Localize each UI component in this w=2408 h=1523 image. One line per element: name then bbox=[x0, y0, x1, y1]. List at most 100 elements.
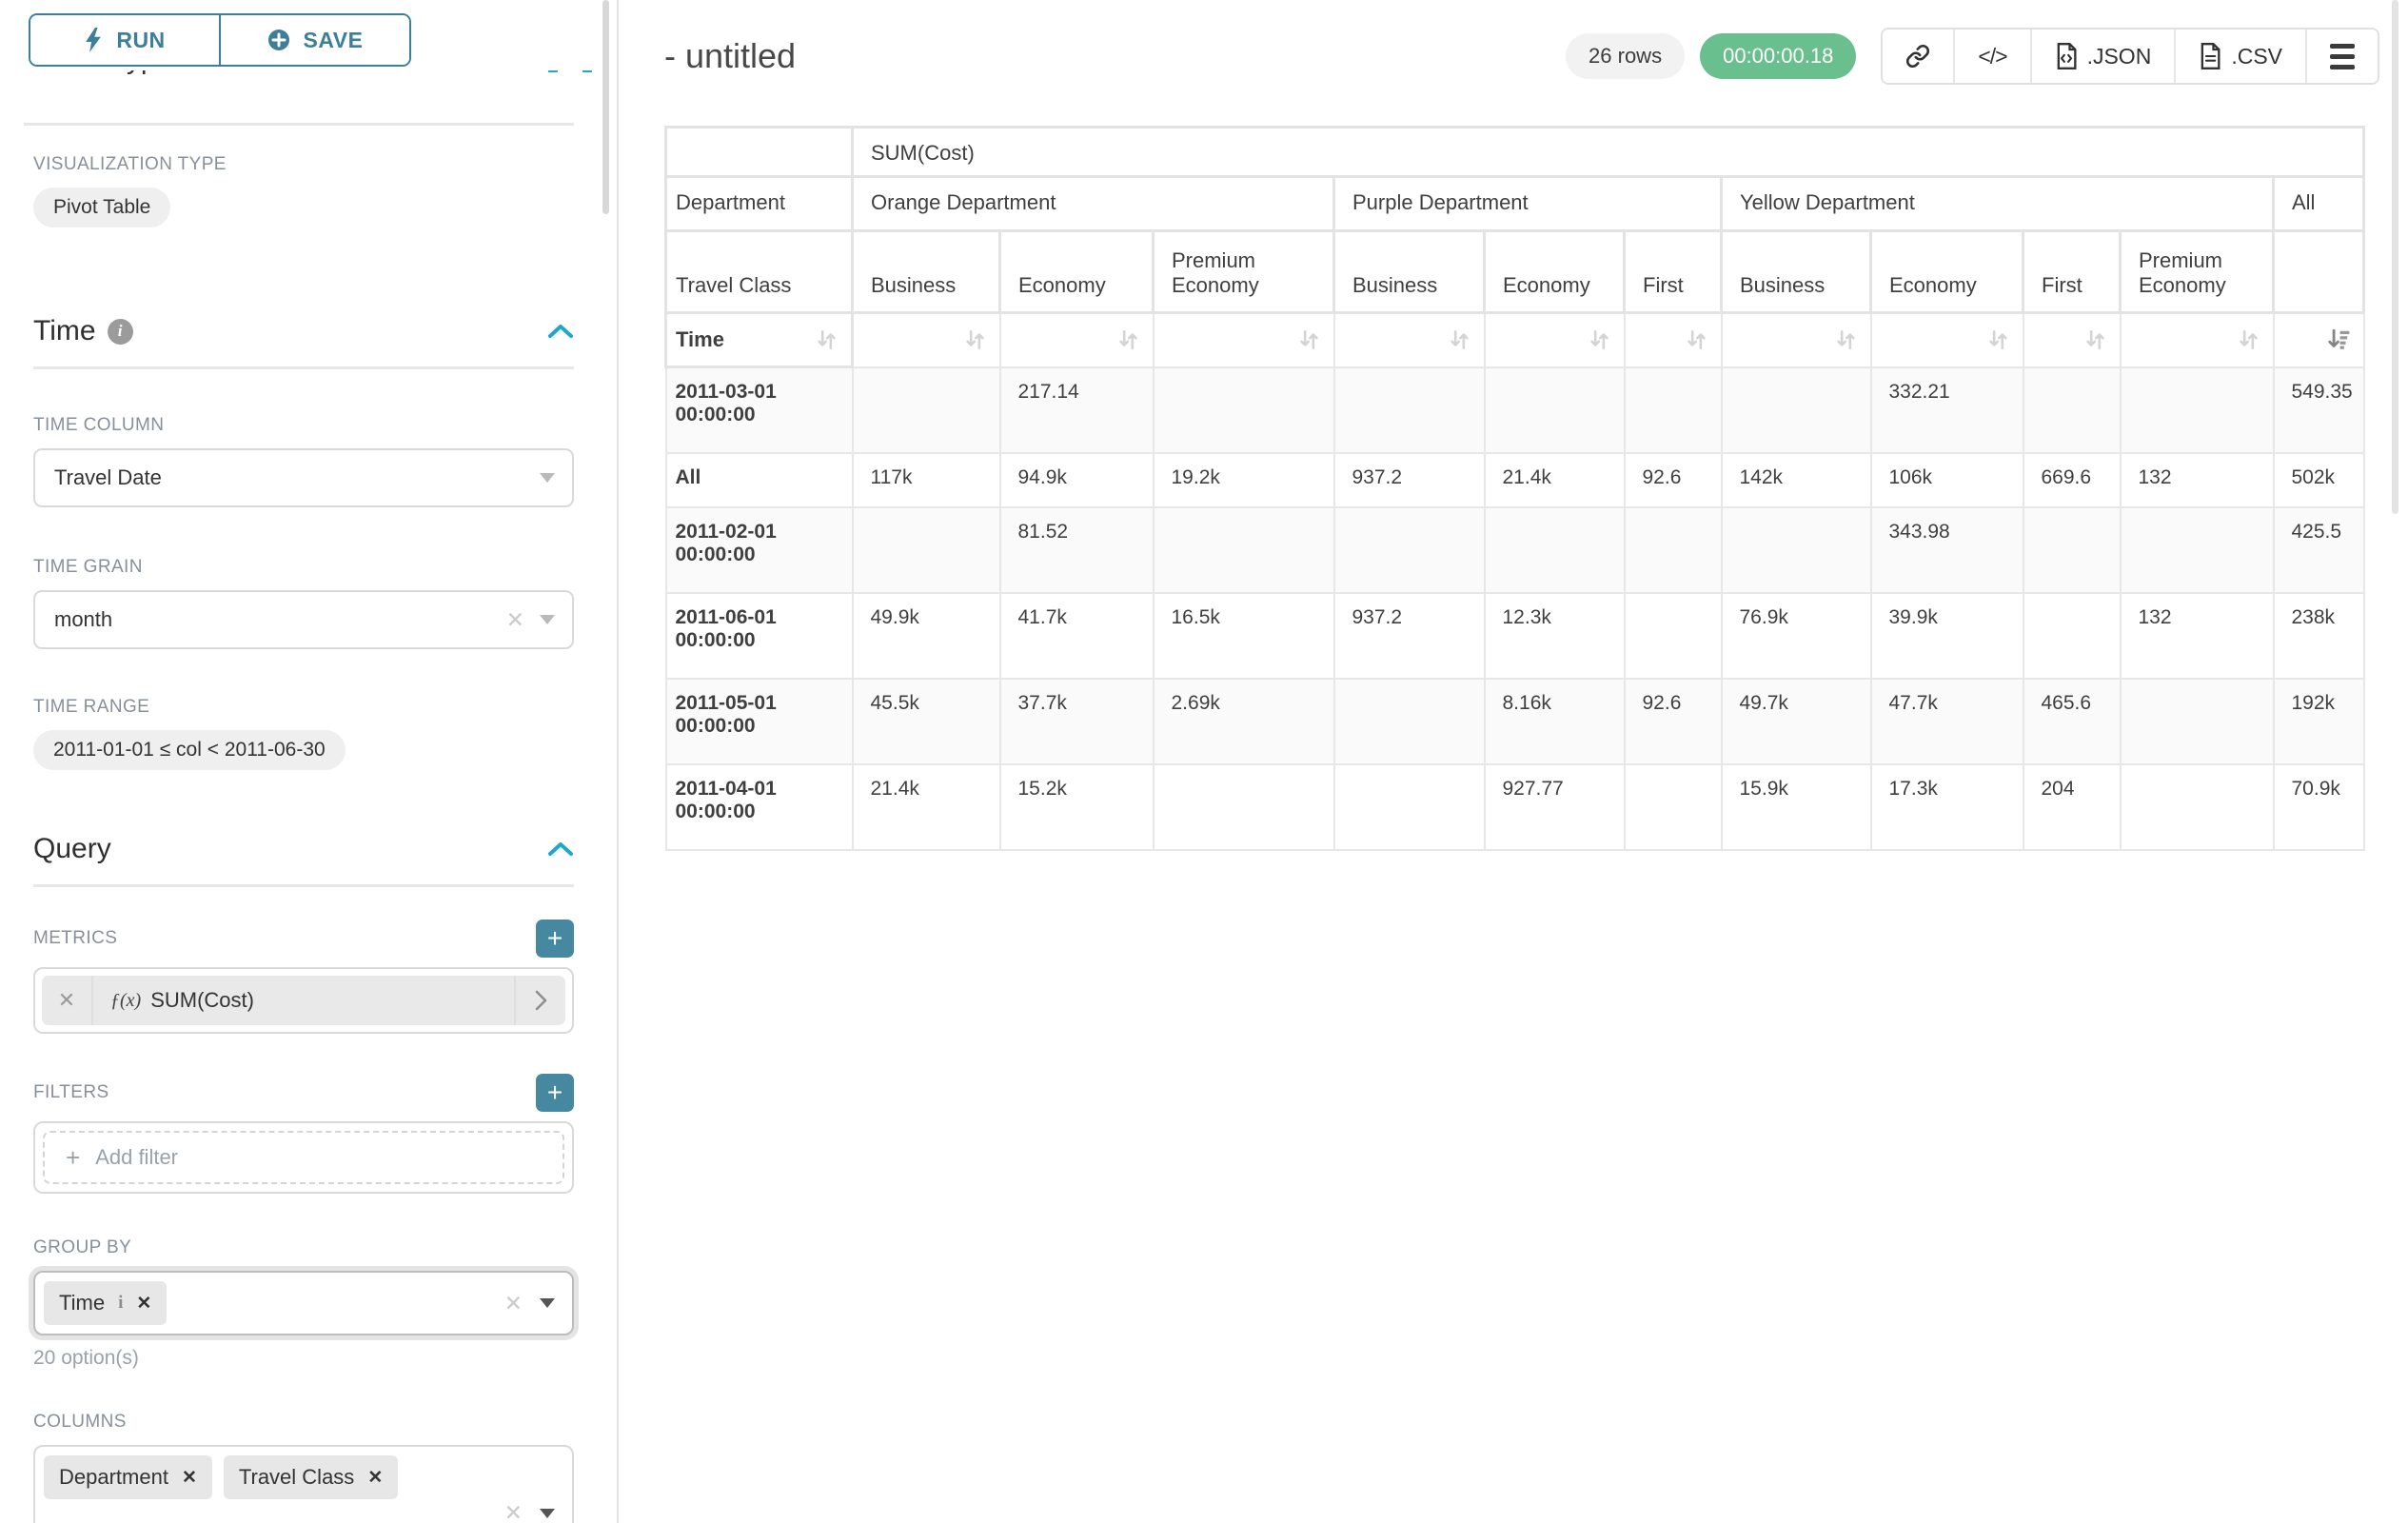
export-button-group: </> .JSON bbox=[1881, 28, 2379, 85]
group-by-select[interactable]: Time i ✕ ✕ bbox=[33, 1271, 574, 1335]
pivot-cell: 81.52 bbox=[1000, 507, 1154, 593]
pivot-cell: 21.4k bbox=[1485, 453, 1625, 507]
pivot-corner-cell bbox=[666, 128, 853, 177]
chevron-right-icon[interactable] bbox=[514, 976, 565, 1025]
group-by-options-note: 20 option(s) bbox=[33, 1347, 574, 1370]
time-section-header[interactable]: Time i bbox=[33, 315, 574, 347]
info-icon: i bbox=[108, 319, 133, 345]
pivot-cell: 192k bbox=[2274, 679, 2364, 764]
columns-label: COLUMNS bbox=[33, 1412, 574, 1433]
sort-icon[interactable] bbox=[1115, 327, 1141, 352]
pivot-cell: 937.2 bbox=[1334, 453, 1485, 507]
pivot-sort-cell bbox=[2121, 313, 2274, 367]
sort-icon[interactable] bbox=[2236, 327, 2261, 352]
action-bar: RUN SAVE bbox=[0, 0, 617, 70]
link-icon bbox=[1905, 44, 1930, 69]
sort-icon[interactable] bbox=[2082, 327, 2108, 352]
pivot-cell bbox=[2121, 679, 2274, 764]
pivot-cell: 343.98 bbox=[1871, 507, 2023, 593]
group-by-chip-time[interactable]: Time i ✕ bbox=[44, 1281, 167, 1325]
pivot-metric-header: SUM(Cost) bbox=[853, 128, 2364, 177]
pivot-group-header: Yellow Department bbox=[1722, 177, 2274, 231]
metric-chip[interactable]: ✕ ƒ(x) SUM(Cost) bbox=[42, 976, 565, 1025]
pivot-cell bbox=[1625, 593, 1722, 679]
pivot-cell: 92.6 bbox=[1625, 453, 1722, 507]
time-grain-select[interactable]: month ✕ bbox=[33, 590, 574, 649]
visualization-type-pill[interactable]: Pivot Table bbox=[33, 188, 170, 227]
columns-select[interactable]: Department ✕ Travel Class ✕ ✕ bbox=[33, 1445, 574, 1523]
add-metric-button[interactable]: + bbox=[536, 920, 574, 958]
pivot-cell: 142k bbox=[1722, 453, 1871, 507]
sort-icon[interactable] bbox=[962, 327, 988, 352]
time-grain-label: TIME GRAIN bbox=[33, 557, 574, 578]
pivot-cell bbox=[1334, 507, 1485, 593]
run-button[interactable]: RUN bbox=[30, 15, 219, 65]
clear-icon[interactable]: ✕ bbox=[504, 1502, 523, 1523]
collapse-caret-icon[interactable] bbox=[547, 324, 574, 339]
pivot-cell bbox=[1722, 367, 1871, 453]
columns-chip-department[interactable]: Department ✕ bbox=[44, 1455, 212, 1499]
group-by-label: GROUP BY bbox=[33, 1237, 574, 1258]
plus-circle-icon bbox=[267, 29, 290, 51]
menu-button[interactable] bbox=[2305, 30, 2378, 83]
pivot-row-header: 2011-06-01 00:00:00 bbox=[666, 593, 853, 679]
metrics-label: METRICS bbox=[33, 928, 117, 949]
sort-icon[interactable] bbox=[1296, 327, 1322, 352]
pivot-cell: 92.6 bbox=[1625, 679, 1722, 764]
clear-icon[interactable]: ✕ bbox=[504, 1293, 523, 1315]
query-section-header[interactable]: Query bbox=[33, 833, 574, 865]
pivot-cell: 15.9k bbox=[1722, 764, 1871, 850]
pivot-class-header: Premium Economy bbox=[1154, 231, 1334, 313]
pivot-cell bbox=[1334, 764, 1485, 850]
pivot-cell: 49.7k bbox=[1722, 679, 1871, 764]
pivot-cell: 37.7k bbox=[1000, 679, 1154, 764]
export-json-button[interactable]: .JSON bbox=[2030, 30, 2175, 83]
pivot-cell: 8.16k bbox=[1485, 679, 1625, 764]
collapse-caret-icon[interactable] bbox=[547, 841, 574, 857]
pivot-cell: 76.9k bbox=[1722, 593, 1871, 679]
sidebar-top: Chart Type RUN SAVE bbox=[0, 0, 617, 126]
pivot-cell bbox=[1154, 367, 1334, 453]
pivot-cell: 70.9k bbox=[2274, 764, 2364, 850]
pivot-group-header: Orange Department bbox=[853, 177, 1334, 231]
sort-icon[interactable] bbox=[1684, 327, 1709, 352]
export-csv-button[interactable]: .CSV bbox=[2174, 30, 2305, 83]
clear-icon[interactable]: ✕ bbox=[506, 609, 524, 631]
remove-chip-icon[interactable]: ✕ bbox=[136, 1293, 151, 1315]
section-divider bbox=[24, 123, 574, 126]
sort-icon[interactable] bbox=[1985, 327, 2011, 352]
pivot-cell: 41.7k bbox=[1000, 593, 1154, 679]
add-filter-plus-button[interactable]: + bbox=[536, 1074, 574, 1112]
columns-chip-travel-class[interactable]: Travel Class ✕ bbox=[224, 1455, 398, 1499]
main-scrollbar-thumb[interactable] bbox=[2392, 0, 2398, 514]
time-column-select[interactable]: Travel Date bbox=[33, 448, 574, 507]
pivot-cell: 132 bbox=[2121, 453, 2274, 507]
sort-icon[interactable] bbox=[1833, 327, 1859, 352]
explore-view: Chart Type RUN SAVE bbox=[0, 0, 2408, 1523]
pivot-cell: 94.9k bbox=[1000, 453, 1154, 507]
save-button[interactable]: SAVE bbox=[219, 15, 409, 65]
time-column-label: TIME COLUMN bbox=[33, 415, 574, 436]
copy-link-button[interactable] bbox=[1883, 30, 1953, 83]
pivot-time-header: Time bbox=[666, 313, 853, 367]
sidebar-scrollbar-thumb[interactable] bbox=[602, 0, 609, 214]
time-section-title: Time bbox=[33, 315, 96, 347]
sort-icon[interactable] bbox=[814, 327, 839, 352]
pivot-row-header: All bbox=[666, 453, 853, 507]
sort-desc-icon[interactable] bbox=[2326, 327, 2352, 352]
add-filter-button[interactable]: + Add filter bbox=[43, 1131, 564, 1184]
sidebar-content: VISUALIZATION TYPE Pivot Table Time i TI… bbox=[0, 154, 617, 1523]
sort-icon[interactable] bbox=[1587, 327, 1612, 352]
time-range-pill[interactable]: 2011-01-01 ≤ col < 2011-06-30 bbox=[33, 730, 345, 770]
remove-chip-icon[interactable]: ✕ bbox=[182, 1467, 197, 1489]
remove-metric-icon[interactable]: ✕ bbox=[42, 976, 93, 1025]
pivot-cell bbox=[1625, 764, 1722, 850]
pivot-cell: 937.2 bbox=[1334, 593, 1485, 679]
pivot-group-header: All bbox=[2274, 177, 2364, 231]
pivot-class-header: Business bbox=[1334, 231, 1485, 313]
sort-icon[interactable] bbox=[1447, 327, 1472, 352]
embed-code-button[interactable]: </> bbox=[1953, 30, 2029, 83]
remove-chip-icon[interactable]: ✕ bbox=[367, 1467, 383, 1489]
pivot-cell bbox=[2121, 507, 2274, 593]
control-panel-sidebar: Chart Type RUN SAVE bbox=[0, 0, 619, 1523]
